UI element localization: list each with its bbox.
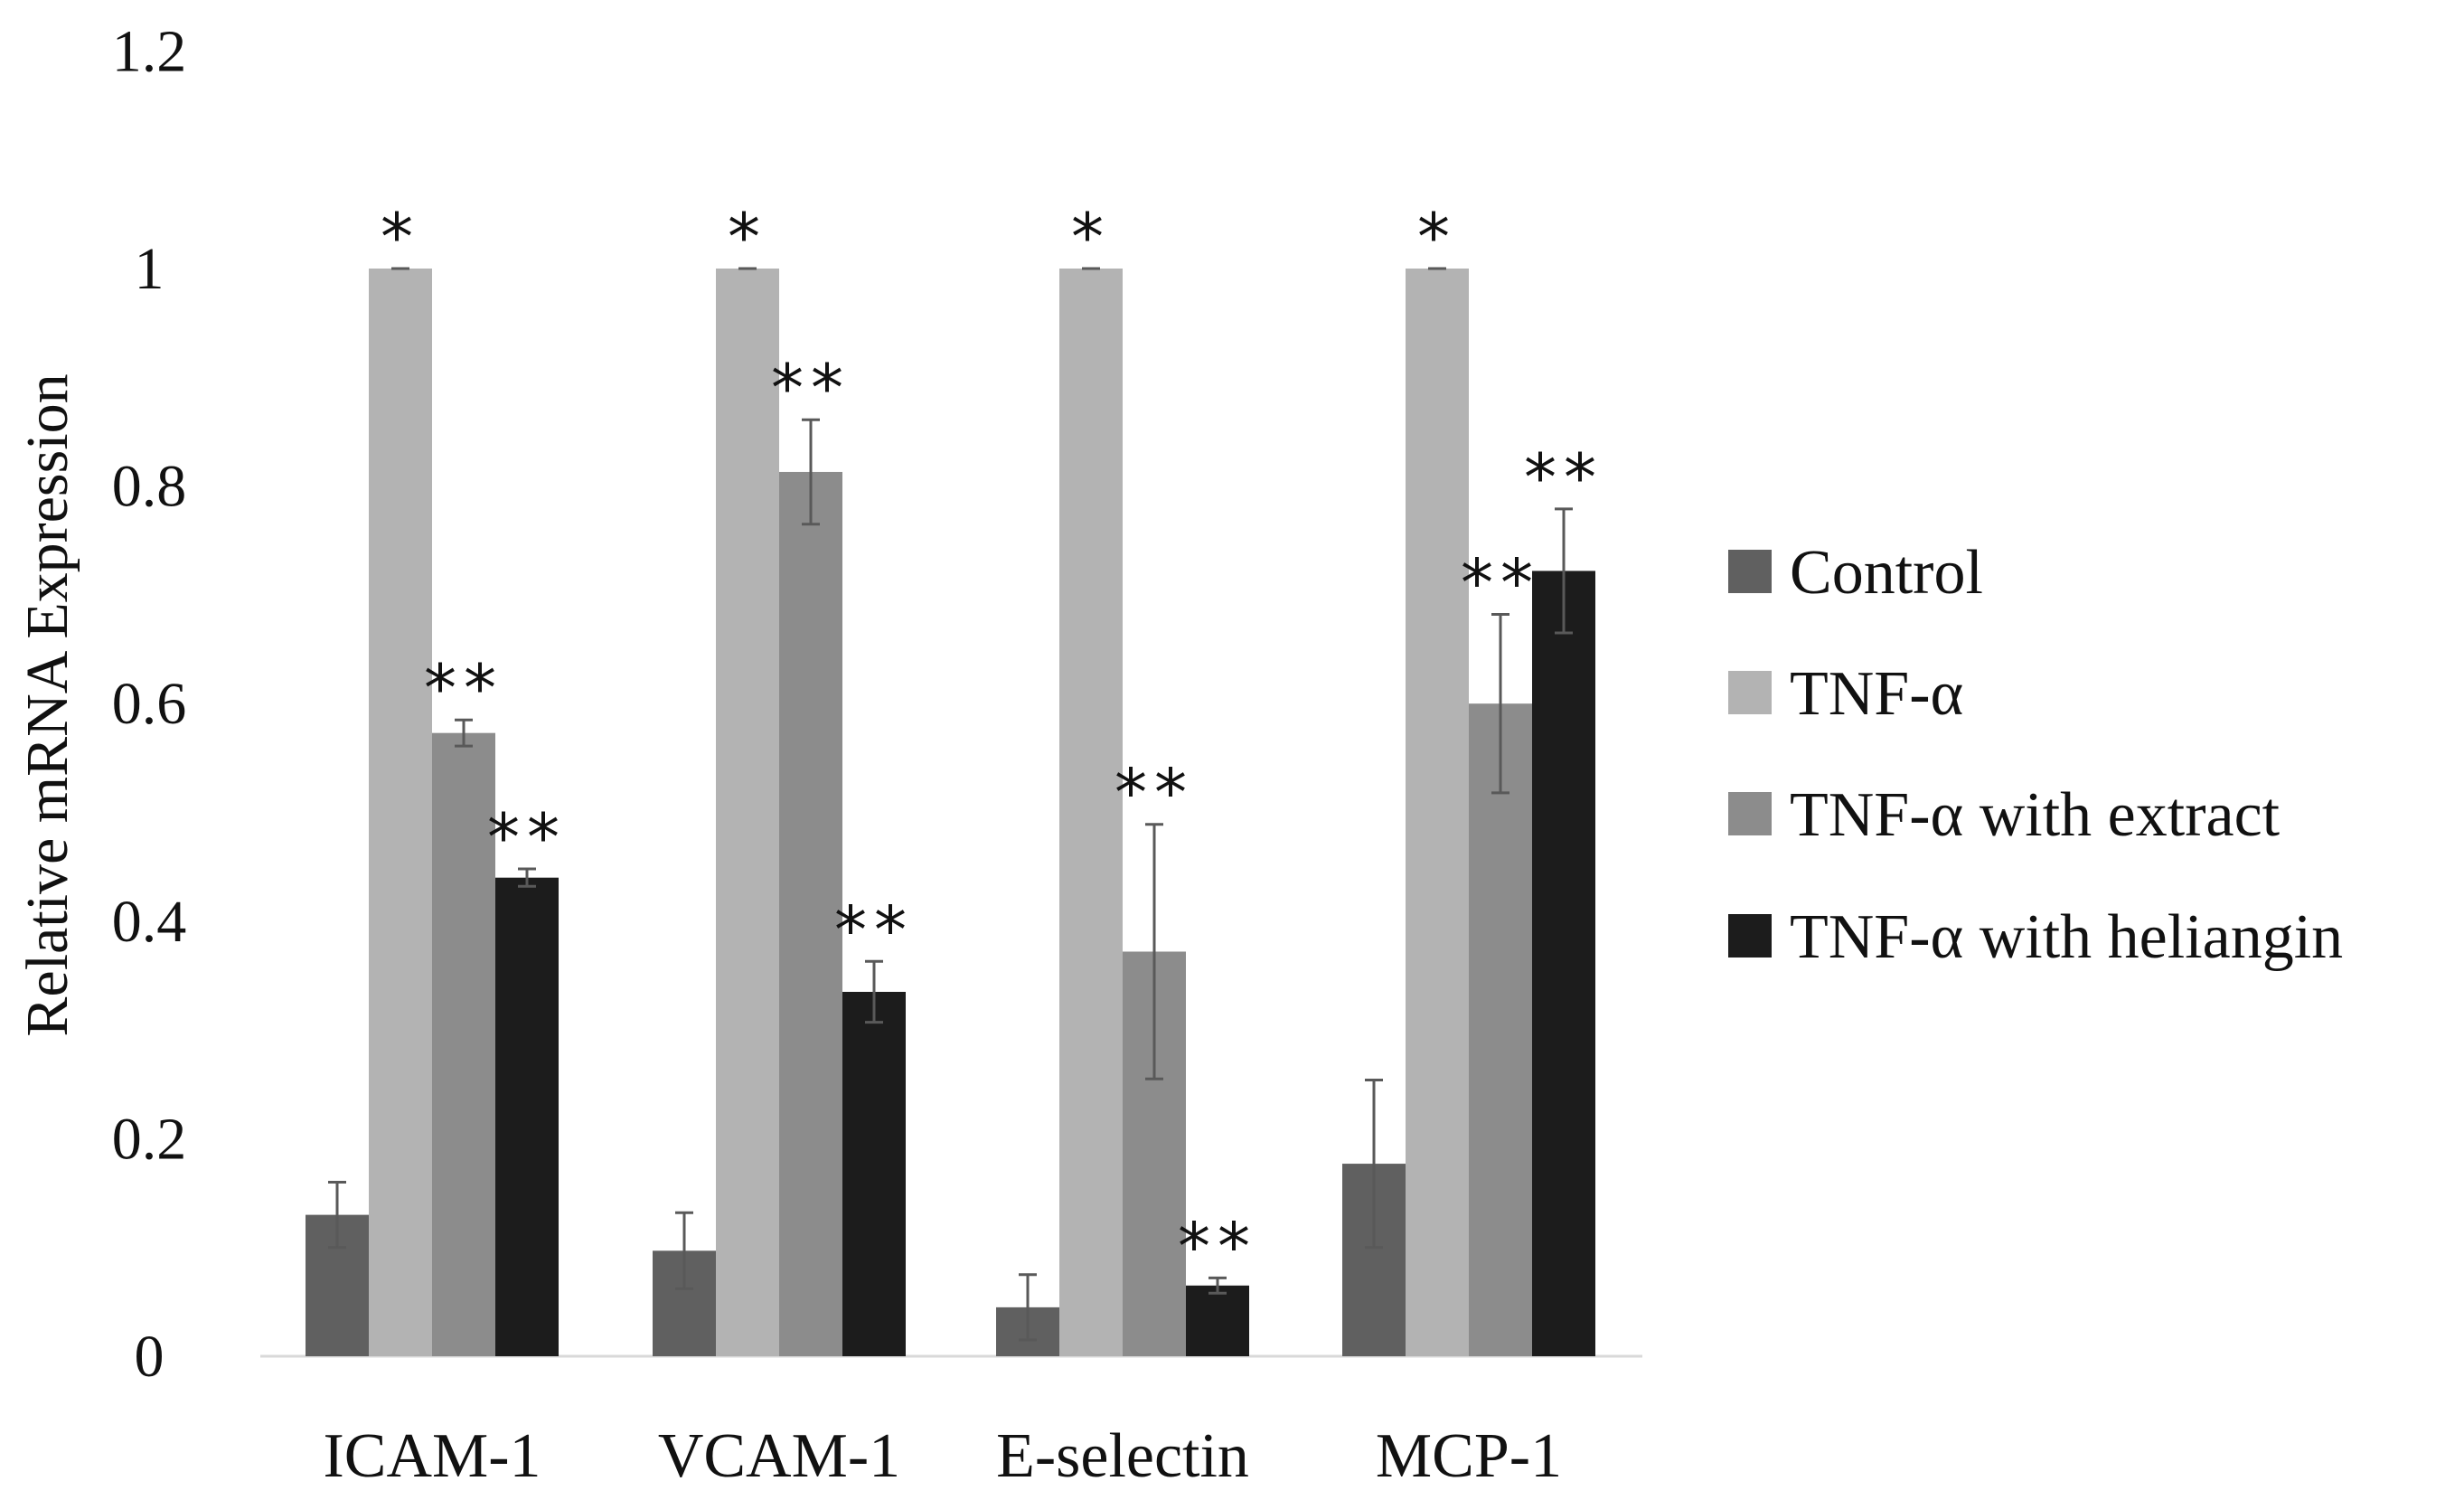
significance-marker: ** [771, 350, 851, 426]
significance-marker: * [1071, 199, 1111, 275]
legend-swatch [1728, 550, 1772, 593]
error-bar [1208, 1276, 1227, 1295]
legend-label: TNF-α with extract [1790, 780, 2281, 850]
legend-label: TNF-α with heliangin [1790, 902, 2343, 972]
bar-series [306, 269, 1595, 1356]
significance-marker: ** [1178, 1208, 1257, 1284]
legend-label: TNF-α [1790, 659, 1963, 729]
x-category-label: E-selectin [996, 1421, 1249, 1491]
legend-item: TNF-α with heliangin [1728, 902, 2343, 972]
y-axis-title: Relative mRNA Expression [14, 373, 80, 1036]
y-tick-label: 1.2 [112, 18, 187, 84]
bar [1406, 269, 1469, 1356]
y-tick-label: 0.8 [112, 454, 187, 520]
significance-marker: * [1417, 199, 1457, 275]
significance-marker: ** [487, 799, 567, 875]
bar [1059, 269, 1123, 1356]
error-bar [1491, 613, 1509, 795]
error-bar [518, 867, 536, 888]
bar [716, 269, 779, 1356]
legend: Control TNF-α TNF-α with extract TNF-α with… [1728, 538, 2343, 972]
error-bar [328, 1181, 346, 1250]
y-tick-label: 0 [135, 1324, 165, 1390]
error-bar [1555, 507, 1573, 635]
legend-item: Control [1728, 538, 1983, 608]
legend-label: Control [1790, 538, 1983, 608]
bar [1469, 703, 1532, 1356]
x-category-label: MCP-1 [1376, 1421, 1562, 1491]
legend-item: TNF-α [1728, 659, 1963, 729]
error-bar [802, 418, 820, 526]
significance-marker: ** [834, 892, 914, 967]
y-tick-label: 1 [135, 236, 165, 302]
significance-marker: * [381, 199, 420, 275]
y-axis-ticks: 0 0.2 0.4 0.6 0.8 1 1.2 [112, 18, 187, 1390]
error-bar [865, 959, 883, 1024]
error-bar [1019, 1273, 1037, 1342]
significance-marker: ** [1524, 439, 1603, 515]
bar [1186, 1285, 1249, 1356]
significance-marker: ** [1461, 545, 1540, 621]
y-tick-label: 0.6 [112, 671, 187, 737]
significance-marker: ** [1114, 755, 1194, 831]
x-axis-category-labels: ICAM-1 VCAM-1 E-selectin MCP-1 [323, 1421, 1562, 1491]
x-category-label: ICAM-1 [323, 1421, 541, 1491]
error-bars [328, 267, 1573, 1342]
legend-swatch [1728, 671, 1772, 714]
error-bar [1365, 1078, 1383, 1250]
y-tick-label: 0.4 [112, 889, 187, 955]
y-axis-title-group: Relative mRNA Expression [14, 373, 80, 1036]
bar [495, 877, 559, 1356]
legend-swatch [1728, 792, 1772, 835]
bar [369, 269, 432, 1356]
bar [842, 991, 906, 1356]
significance-markers: * * * ***************** [381, 199, 1603, 1284]
significance-marker: ** [424, 650, 503, 726]
bar [432, 732, 495, 1356]
error-bar [1145, 823, 1163, 1080]
legend-item: TNF-α with extract [1728, 780, 2281, 850]
bar [1532, 571, 1595, 1356]
significance-marker: * [728, 199, 767, 275]
y-tick-label: 0.2 [112, 1106, 187, 1172]
error-bar [455, 718, 473, 748]
error-bar [675, 1211, 693, 1290]
x-category-label: VCAM-1 [658, 1421, 900, 1491]
legend-swatch [1728, 914, 1772, 958]
bar [779, 471, 842, 1356]
